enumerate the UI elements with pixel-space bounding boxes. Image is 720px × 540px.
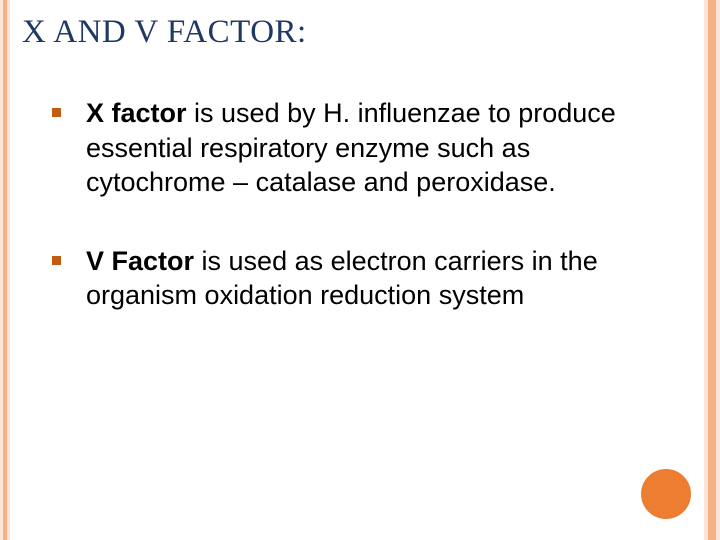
list-item: V Factor is used as electron carriers in… [52,244,660,313]
bullet-lead: V Factor [86,246,194,276]
bullet-text: V Factor is used as electron carriers in… [86,246,598,311]
bullet-list: X factor is used by H. influenzae to pro… [52,96,660,357]
bullet-text: X factor is used by H. influenzae to pro… [86,98,616,197]
corner-circle-icon [638,466,694,522]
list-item: X factor is used by H. influenzae to pro… [52,96,660,200]
left-stripe-inner [3,0,7,540]
right-stripe-inner [708,0,716,540]
page-title: X AND V FACTOR: [22,14,307,51]
bullet-lead: X factor [86,98,187,128]
slide: X AND V FACTOR: X factor is used by H. i… [0,0,720,540]
